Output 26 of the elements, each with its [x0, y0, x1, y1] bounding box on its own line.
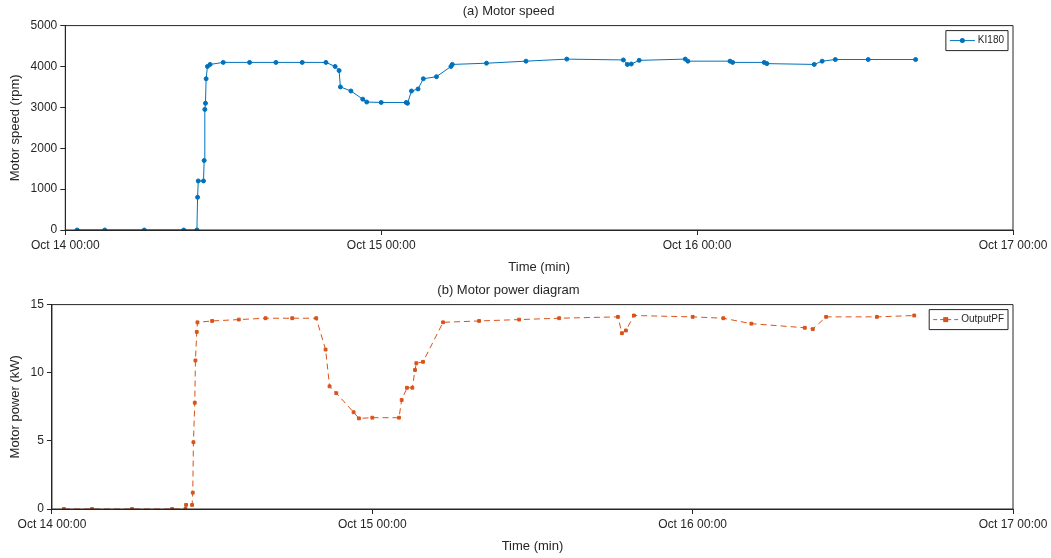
x-tick-label: Oct 15 00:00 [346, 237, 416, 252]
chart-title: (b) Motor power diagram [437, 282, 580, 298]
y-tick-label: 0 [37, 501, 45, 516]
y-tick-label: 15 [30, 296, 45, 311]
x-axis-title: Time (min) [501, 537, 564, 553]
y-tick-label: 5 [37, 433, 45, 448]
x-tick-label: Oct 14 00:00 [17, 516, 87, 531]
y-tick-label: 10 [30, 365, 45, 380]
y-tick-label: 1000 [30, 181, 58, 196]
x-tick-label: Oct 16 00:00 [662, 237, 732, 252]
x-tick-label: Oct 17 00:00 [978, 516, 1048, 531]
y-axis-title: Motor speed (rpm) [7, 74, 23, 182]
y-tick-label: 2000 [30, 140, 58, 155]
y-tick-label: 0 [50, 222, 58, 237]
x-axis-title: Time (min) [508, 258, 570, 274]
x-tick-label: Oct 15 00:00 [337, 516, 407, 531]
x-tick-label: Oct 16 00:00 [658, 516, 728, 531]
x-tick-label: Oct 17 00:00 [978, 237, 1048, 252]
y-tick-label: 3000 [30, 99, 58, 114]
y-tick-label: 5000 [30, 17, 58, 32]
legend-label: KI180 [977, 34, 1005, 46]
y-axis-title: Motor power (kW) [7, 355, 23, 459]
x-tick-label: Oct 14 00:00 [30, 237, 100, 252]
y-tick-label: 4000 [30, 58, 58, 73]
legend-label: OutputPF [961, 313, 1005, 325]
chart-title: (a) Motor speed [462, 3, 555, 19]
